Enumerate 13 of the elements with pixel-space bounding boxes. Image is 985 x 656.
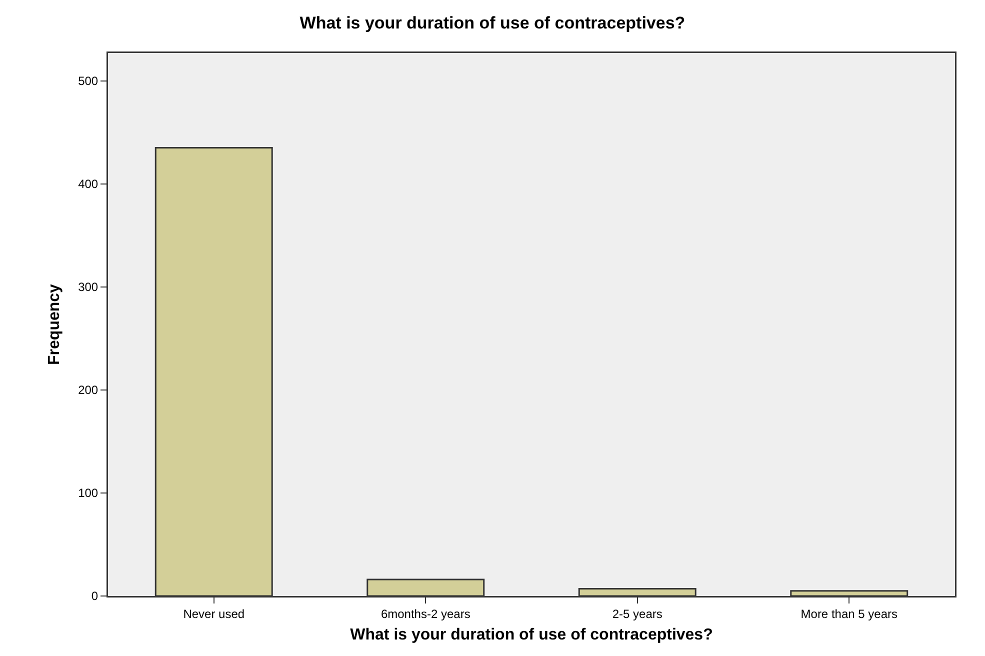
y-tick-label: 400 xyxy=(78,177,98,192)
y-tick-label: 300 xyxy=(78,280,98,294)
x-tick-label: Never used xyxy=(183,606,245,621)
y-tick-label: 200 xyxy=(78,383,98,398)
x-tick-label: 2-5 years xyxy=(612,606,662,621)
y-tick-label: 100 xyxy=(78,486,98,500)
x-tick-label: More than 5 years xyxy=(800,606,898,621)
y-axis-title: Frequency xyxy=(46,284,64,365)
y-tick-label: 500 xyxy=(78,74,98,88)
x-axis-title: What is your duration of use of contraceptives? xyxy=(350,626,713,644)
x-tick-label: 6months-2 years xyxy=(380,606,470,621)
y-tick-label: 0 xyxy=(91,589,98,604)
chart-title: What is your duration of use of contraceptives? xyxy=(300,13,686,32)
